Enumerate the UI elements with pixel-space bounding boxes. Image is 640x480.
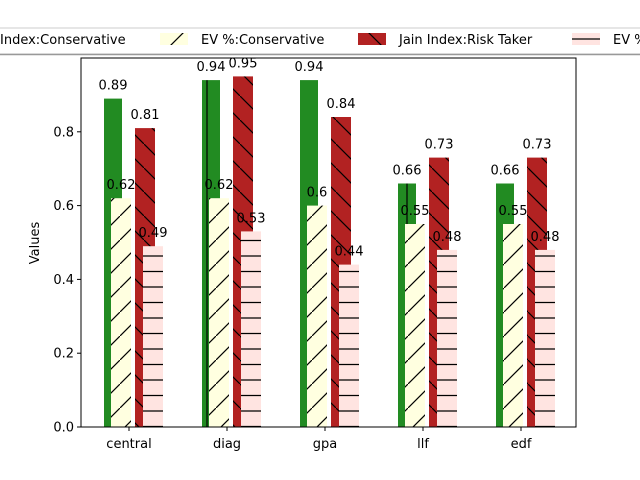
y-tick-label: 0.6 <box>53 199 74 214</box>
axes-frame <box>80 57 577 428</box>
y-tick-label: 0.8 <box>53 125 74 140</box>
legend-label: EV % <box>613 33 640 48</box>
bar-3-edf <box>535 249 555 427</box>
legend-label: Index:Conservative <box>0 33 126 48</box>
data-label: 0.53 <box>237 211 266 226</box>
legend-label: EV %:Conservative <box>201 33 324 48</box>
data-label: 0.62 <box>107 178 136 193</box>
legend-swatch <box>160 33 188 45</box>
data-label: 0.73 <box>523 138 552 153</box>
bar-1-central <box>111 198 131 427</box>
bar-1-llf <box>405 224 425 427</box>
y-tick-label: 0.0 <box>53 421 74 436</box>
data-label: 0.66 <box>393 164 422 179</box>
x-tick-label: gpa <box>313 437 337 452</box>
data-label: 0.94 <box>295 60 324 75</box>
data-label: 0.48 <box>433 230 462 245</box>
data-label: 0.6 <box>307 186 328 201</box>
x-tick-label: llf <box>417 437 429 452</box>
data-label: 0.55 <box>401 204 430 219</box>
legend-swatch <box>572 33 600 45</box>
legend-swatch <box>358 33 386 45</box>
data-label: 0.95 <box>229 56 258 71</box>
data-label: 0.55 <box>499 204 528 219</box>
y-tick-label: 0.4 <box>53 273 74 288</box>
data-label: 0.81 <box>131 108 160 123</box>
data-label: 0.49 <box>139 226 168 241</box>
bar-1-gpa <box>307 205 327 427</box>
bar-1-diag <box>209 198 229 427</box>
data-label: 0.66 <box>491 164 520 179</box>
data-label: 0.73 <box>425 138 454 153</box>
data-label: 0.89 <box>99 79 128 94</box>
x-tick-label: central <box>106 437 151 452</box>
bar-1-edf <box>503 224 523 427</box>
x-tick-label: edf <box>511 437 532 452</box>
legend-frame <box>0 27 640 55</box>
data-label: 0.94 <box>197 60 226 75</box>
data-label: 0.44 <box>335 245 364 260</box>
x-tick-label: diag <box>213 437 241 452</box>
y-axis-label: Values <box>28 222 43 265</box>
bar-3-diag <box>241 231 261 427</box>
bar-3-gpa <box>339 264 359 427</box>
bar-3-llf <box>437 249 457 427</box>
data-label: 0.48 <box>531 230 560 245</box>
legend: Index:Conservative EV %:Conservative Jain … <box>0 27 640 56</box>
data-label: 0.84 <box>327 97 356 112</box>
data-label: 0.62 <box>205 178 234 193</box>
plot-area: 0.890.94 0.940.66 0.660.62 0.62 0.60.55 0.550… <box>28 56 577 452</box>
y-tick-label: 0.2 <box>53 347 74 362</box>
legend-label: Jain Index:Risk Taker <box>398 33 533 48</box>
bar-3-central <box>143 246 163 427</box>
